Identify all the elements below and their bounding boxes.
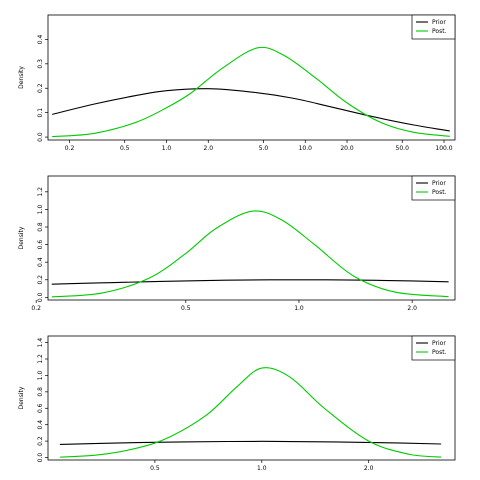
y-tick-label: 0.4: [37, 34, 44, 44]
chart-panel-1: 0.2 0.5 1.0 2.0 5.0 10.0 20.0 50.0 100.0 0.0 0.1 0.…: [18, 14, 456, 152]
x-tick-label: 1.0: [257, 465, 267, 472]
x-tick-label: 100.0: [435, 145, 452, 152]
legend-label: Prior: [432, 19, 446, 26]
legend-label: Prior: [432, 340, 446, 347]
y-tick-label: 0.2: [37, 275, 44, 285]
x-tick-label: 1.0: [294, 305, 304, 312]
y-axis-label: Density: [18, 386, 25, 409]
y-tick-label: 1.0: [37, 370, 44, 380]
legend-label: Post.: [432, 28, 447, 35]
x-tick-label: 0.2: [65, 145, 75, 152]
plot-frame: [47, 175, 456, 301]
series-line-post: [51, 210, 449, 298]
y-tick-label: 0.2: [37, 436, 44, 446]
series-line-post: [52, 46, 450, 138]
legend: Prior Post.: [411, 175, 456, 201]
x-tick-label: 5.0: [259, 145, 269, 152]
x-tick-label: 1.0: [162, 145, 172, 152]
x-tick-label: 20.0: [340, 145, 354, 152]
y-tick-label: 0.6: [37, 403, 44, 413]
x-tick-label: 0.2: [31, 305, 41, 312]
legend-box: [411, 14, 456, 40]
y-tick-label: 0.1: [37, 108, 44, 118]
y-tick-label: 0.8: [37, 222, 44, 232]
y-tick-label: 0.0: [37, 292, 44, 302]
y-tick-label: 0.8: [37, 387, 44, 397]
legend-box: [411, 335, 456, 361]
x-tick-label: 0.5: [181, 305, 191, 312]
x-tick-label: 2.0: [203, 145, 213, 152]
series-line-prior: [59, 440, 442, 445]
y-tick-label: 1.2: [37, 187, 44, 197]
legend-label: Prior: [432, 180, 446, 187]
x-tick-label: 50.0: [396, 145, 410, 152]
chart-panel-2: 0.2 0.5 1.0 2.0 0.0 0.2 0.4 0.6 0.8 1.0 1.2 Density…: [18, 175, 456, 312]
y-tick-label: 0.0: [37, 132, 44, 142]
legend: Prior Post.: [411, 335, 456, 361]
x-tick-label: 10.0: [299, 145, 313, 152]
chart-panel-3: 0.5 1.0 2.0 0.0 0.2 0.4 0.6 0.8 1.0 1.2 1.4 Density…: [18, 335, 456, 472]
y-tick-label: 0.3: [37, 59, 44, 69]
x-tick-label: 0.5: [120, 145, 130, 152]
y-tick-label: 0.0: [37, 453, 44, 463]
y-axis-label: Density: [18, 66, 25, 89]
y-tick-label: 0.6: [37, 240, 44, 250]
series-line-prior: [51, 279, 449, 285]
legend: Prior Post.: [411, 14, 456, 40]
x-tick-label: 2.0: [364, 465, 374, 472]
y-tick-label: 0.4: [37, 420, 44, 430]
series-line-prior: [52, 88, 450, 132]
series-line-post: [59, 367, 442, 458]
y-tick-label: 1.4: [37, 338, 44, 348]
y-tick-label: 0.2: [37, 83, 44, 93]
y-tick-label: 1.0: [37, 204, 44, 214]
plot-frame: [47, 335, 456, 461]
legend-box: [411, 175, 456, 201]
plot-frame: [47, 14, 456, 141]
legend-label: Post.: [432, 189, 447, 196]
y-axis-label: Density: [18, 226, 25, 249]
legend-label: Post.: [432, 349, 447, 356]
y-tick-label: 1.2: [37, 354, 44, 364]
x-tick-label: 0.5: [150, 465, 160, 472]
x-tick-label: 2.0: [407, 305, 417, 312]
y-tick-label: 0.4: [37, 257, 44, 267]
